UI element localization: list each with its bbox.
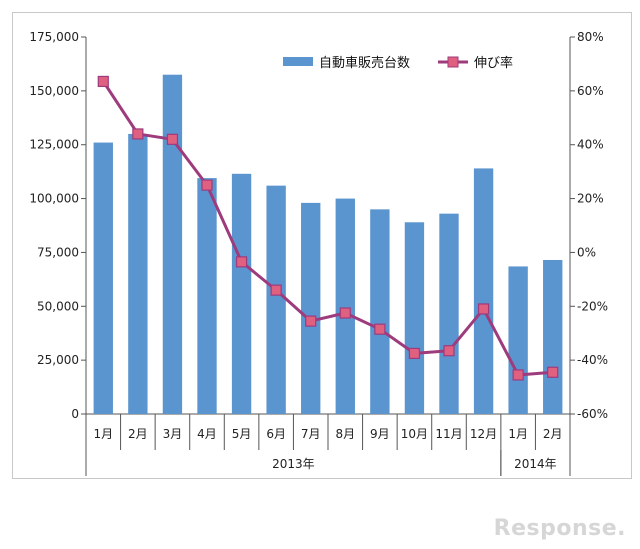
x-tick-label: 10月 [401,427,428,441]
bar [231,173,252,414]
growth-rate-point [235,256,248,268]
right-tick-label: 60% [577,84,604,98]
bar [508,266,528,414]
right-tick-label: -60% [577,407,608,421]
bar [93,142,113,414]
left-tick-label: 50,000 [37,299,79,313]
right-tick-label: 0% [577,245,596,259]
bar [197,178,217,414]
year-group-label: 2014年 [514,457,557,471]
x-tick-label: 11月 [435,427,462,441]
bar [128,133,148,414]
growth-rate-line [102,80,553,377]
x-tick-label: 4月 [197,427,217,441]
bar [404,222,425,414]
x-tick-label: 3月 [163,427,183,441]
right-tick-label: 20% [577,192,604,206]
bar [370,209,390,414]
x-tick-label: 9月 [370,427,390,441]
growth-rate-point [443,345,455,357]
bar [335,198,355,414]
x-tick-label: 12月 [470,427,497,441]
bar [473,168,494,414]
bar [439,213,459,414]
growth-rate-point [201,179,213,191]
legend-swatch-marker [447,56,459,68]
bar [266,185,286,414]
left-tick-label: 150,000 [29,84,79,98]
year-group-label: 2013年 [272,457,315,471]
growth-rate-point [374,323,386,335]
right-tick-label: -20% [577,299,608,313]
growth-rate-point [339,307,351,319]
growth-rate-point [305,315,317,327]
x-tick-label: 5月 [232,427,252,441]
left-tick-label: 25,000 [37,353,79,367]
legend-swatch-bar [283,57,313,66]
growth-rate-point [547,366,559,378]
chart-frame: 0 25,000 50,000 75,000 100,000 125,000 150,000… [12,12,632,479]
bar [162,74,183,414]
right-tick-label: -40% [577,353,608,367]
x-tick-label: 2月 [543,427,563,441]
left-tick-label: 75,000 [37,245,79,259]
left-tick-label: 0 [71,407,79,421]
watermark: Response. [493,516,626,541]
x-tick-label: 6月 [266,427,286,441]
growth-rate-point [270,284,282,296]
growth-rate-point [477,303,490,315]
left-tick-label: 125,000 [29,138,79,152]
x-tick-label: 8月 [335,427,355,441]
left-tick-label: 100,000 [29,192,79,206]
right-tick-label: 40% [577,138,604,152]
bar [301,202,321,414]
x-tick-label: 2月 [128,427,148,441]
legend-label-bar: 自動車販売台数 [319,55,410,71]
growth-rate-point [97,75,109,88]
growth-rate-point [408,347,421,360]
x-tick-label: 1月 [508,427,528,441]
growth-rate-point [132,128,144,140]
x-tick-label: 1月 [93,427,113,441]
bar [543,259,563,414]
legend-label-line: 伸び率 [474,55,513,71]
right-tick-label: 80% [577,30,604,44]
growth-rate-point [512,369,524,381]
left-tick-label: 175,000 [29,30,79,44]
x-tick-label: 7月 [301,427,321,441]
chart-svg: 0 25,000 50,000 75,000 100,000 125,000 150,000… [29,30,608,476]
growth-rate-point [166,133,179,145]
